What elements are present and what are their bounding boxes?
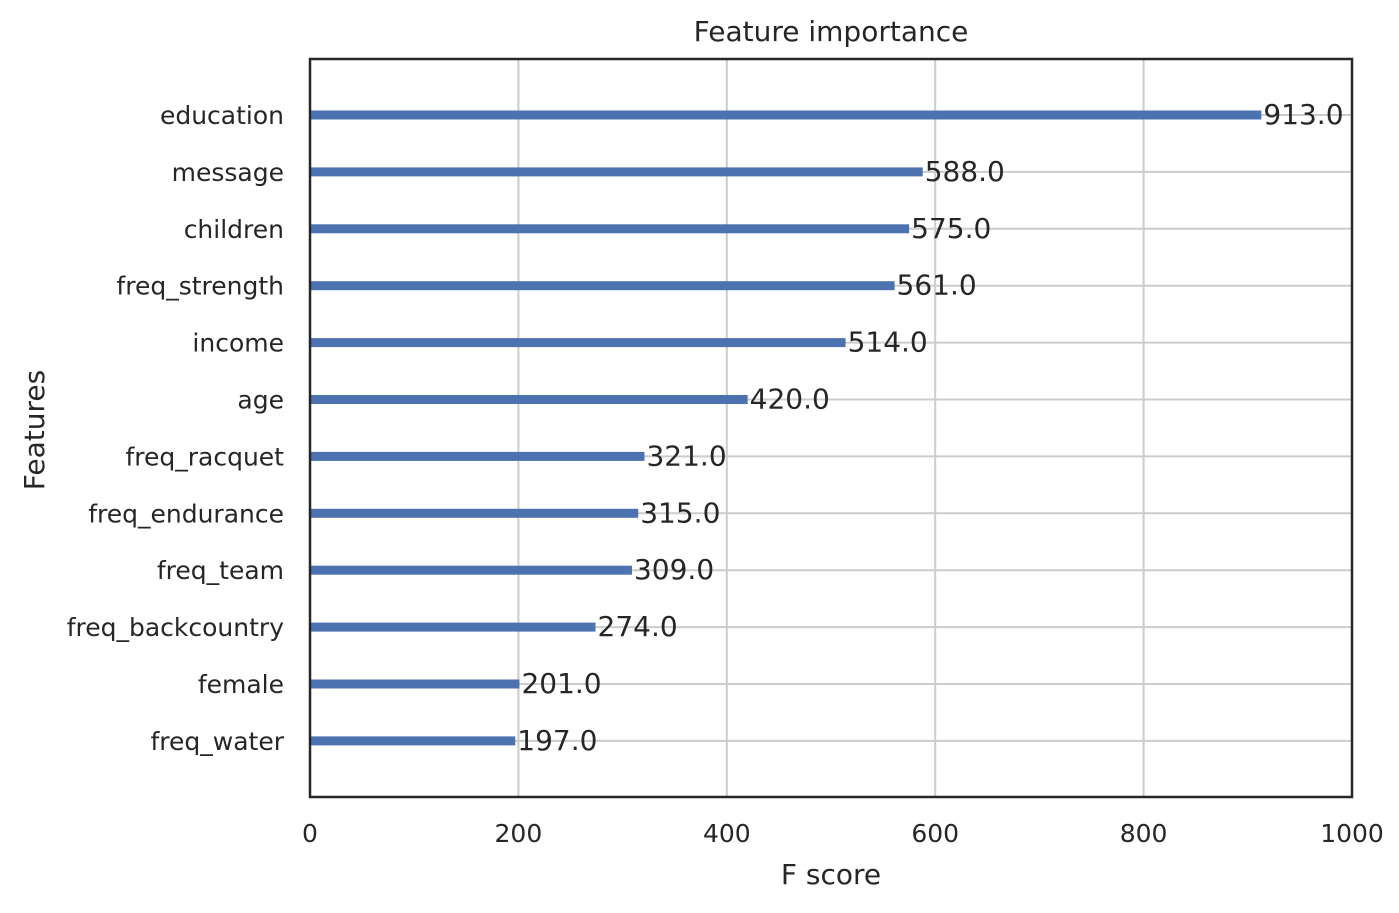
category-label: freq_water [150, 727, 284, 756]
bar-value-label: 315.0 [640, 496, 720, 529]
bar [310, 679, 520, 689]
category-label: female [198, 670, 284, 699]
x-tick-label: 200 [495, 819, 543, 848]
label-layer: 913.0 588.0 575.0 561.0 514.0 420.0 321.0 315.0… [517, 98, 1343, 757]
x-tick-label: 0 [302, 819, 318, 848]
bar-value-label: 420.0 [750, 383, 830, 416]
category-label: age [237, 386, 284, 415]
tick-layer: 0 200 400 600 800 1000 education message childre… [67, 101, 1384, 848]
y-axis-label: Features [18, 370, 51, 490]
x-tick-label: 800 [1120, 819, 1168, 848]
x-tick-label: 600 [911, 819, 959, 848]
bar-value-label: 588.0 [925, 155, 1005, 188]
chart-title: Feature importance [694, 15, 969, 48]
bar-layer [310, 110, 1262, 746]
x-tick-label: 1000 [1320, 819, 1384, 848]
bar [310, 224, 910, 234]
bar-value-label: 197.0 [517, 724, 597, 757]
bar-value-label: 913.0 [1263, 98, 1343, 131]
x-axis-label: F score [781, 858, 881, 891]
category-label: message [172, 158, 284, 187]
bar [310, 565, 632, 575]
bar-value-label: 309.0 [634, 553, 714, 586]
bar [310, 281, 895, 291]
category-label: education [160, 101, 284, 130]
bar [310, 736, 516, 746]
category-label: freq_strength [116, 272, 284, 301]
category-label: children [184, 215, 284, 244]
category-label: freq_backcountry [67, 613, 285, 642]
bar-value-label: 561.0 [897, 269, 977, 302]
bar [310, 508, 639, 518]
bar-value-label: 274.0 [598, 610, 678, 643]
x-tick-label: 400 [703, 819, 751, 848]
bar [310, 167, 923, 177]
bar [310, 451, 645, 461]
bar-value-label: 514.0 [848, 326, 928, 359]
bar [310, 395, 748, 404]
bar-value-label: 575.0 [911, 212, 991, 245]
bar-value-label: 321.0 [646, 439, 726, 472]
category-label: freq_team [157, 556, 284, 585]
category-label: income [192, 329, 284, 358]
category-label: freq_endurance [88, 499, 284, 528]
bar-value-label: 201.0 [521, 667, 601, 700]
bar [310, 338, 846, 348]
bar [310, 622, 596, 632]
plot-frame [308, 57, 1354, 799]
bar [310, 110, 1262, 120]
category-label: freq_racquet [125, 442, 284, 471]
